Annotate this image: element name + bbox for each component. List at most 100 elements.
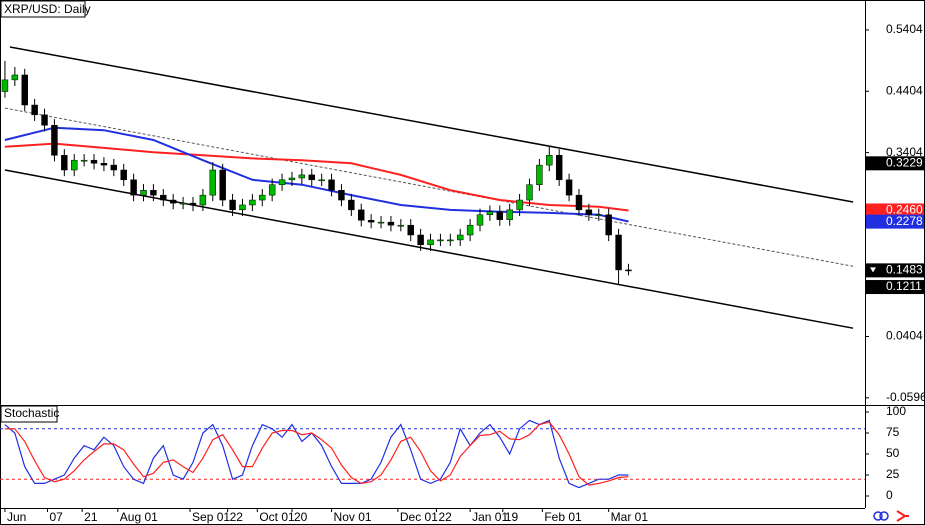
candle-body <box>555 155 563 181</box>
candle-body <box>476 214 484 226</box>
candle-body <box>179 202 187 205</box>
x-tick-label: Aug 01 <box>120 510 158 524</box>
candle-body <box>526 184 533 201</box>
candle-body <box>387 221 395 226</box>
x-tick-label: Feb 01 <box>544 510 582 524</box>
price-marker-label: 0.2460 <box>886 203 923 217</box>
moving-average <box>4 142 629 212</box>
x-tick-label: 21 <box>84 510 98 524</box>
price-marker-label: 0.1211 <box>886 279 922 293</box>
candle-body <box>565 179 573 196</box>
x-tick-label: Nov 01 <box>334 510 372 524</box>
candle-body <box>447 239 454 242</box>
x-tick-label: Sep 01 <box>192 510 230 524</box>
candle-body <box>120 169 127 181</box>
stochastic-line <box>4 419 629 489</box>
candle-body <box>427 239 434 246</box>
price-marker <box>866 203 924 218</box>
x-tick-label: 22 <box>230 510 244 524</box>
price-marker <box>866 156 924 171</box>
x-tick-label: Oct 01 <box>259 510 295 524</box>
candle-body <box>298 174 306 179</box>
channel-line <box>4 169 854 329</box>
candle-body <box>11 74 19 81</box>
candle-body <box>229 199 236 211</box>
candle-body <box>367 220 375 223</box>
toolbar-icons[interactable] <box>873 510 909 522</box>
candle-body <box>456 234 464 241</box>
candle-body <box>259 194 266 201</box>
candle-body <box>31 104 38 116</box>
candle-body <box>328 179 335 191</box>
panel-title: Stochastic <box>4 406 59 420</box>
y-tick-label: 0.3404 <box>886 145 923 159</box>
title-box <box>0 0 86 18</box>
candle-body <box>546 155 553 166</box>
candle-body <box>189 202 197 206</box>
candle-body <box>516 199 523 211</box>
x-tick-label: Jun <box>7 510 26 524</box>
candle-body <box>80 159 88 162</box>
candle-body <box>100 163 108 166</box>
channel-line <box>4 107 854 267</box>
candle-body <box>249 199 256 206</box>
candle-body <box>41 114 48 126</box>
candle-body <box>437 239 444 242</box>
candle-body <box>219 169 226 201</box>
candle-body <box>575 194 583 211</box>
candle-body <box>595 214 602 217</box>
price-marker-arrow <box>870 267 876 273</box>
x-tick-label: Jan 01 <box>472 510 508 524</box>
price-marker-label: 0.3229 <box>886 155 923 169</box>
candle-body <box>110 164 118 171</box>
candle-body <box>377 221 385 224</box>
x-tick-label: 20 <box>294 510 308 524</box>
candle-body <box>358 209 365 221</box>
candle-body <box>407 224 414 236</box>
x-tick-label: Dec 01 <box>400 510 438 524</box>
candle-body <box>61 155 68 171</box>
link-icon[interactable] <box>879 511 889 521</box>
link-icon[interactable] <box>873 511 883 521</box>
candle-body <box>21 74 28 106</box>
candle-body <box>150 189 157 196</box>
candle-body <box>486 211 494 216</box>
candle-body <box>71 159 78 171</box>
candle-body <box>585 209 593 216</box>
candle-body <box>209 169 217 196</box>
y-tick-label: 0.5404 <box>886 22 923 36</box>
moving-average <box>4 126 629 223</box>
candle-body <box>338 189 345 201</box>
candle-body <box>239 204 246 211</box>
candle-body <box>160 194 167 201</box>
y-tick-label: 0.0404 <box>886 329 923 343</box>
candle-body <box>308 174 315 181</box>
candle-body <box>318 179 325 182</box>
y-tick-label: 25 <box>886 467 900 481</box>
x-tick-label: 22 <box>438 510 452 524</box>
candle-body <box>506 209 513 220</box>
candle-body <box>348 199 355 211</box>
candle-body <box>51 125 58 156</box>
price-marker-label: 0.2278 <box>886 214 923 228</box>
chart-title: XRP/USD: Daily <box>4 2 91 16</box>
y-tick-label: -0.0596 <box>886 390 925 404</box>
price-marker-label: 0.1483 <box>886 263 923 277</box>
candle-body <box>278 179 286 185</box>
y-tick-label: 0.4404 <box>886 83 923 97</box>
forward-icon[interactable] <box>896 510 909 522</box>
x-tick-label: 19 <box>505 510 519 524</box>
candle-body <box>615 234 622 271</box>
candle-body <box>288 177 296 181</box>
price-marker <box>866 214 924 229</box>
y-tick-label: 75 <box>886 425 900 439</box>
candle-body <box>1 79 9 92</box>
y-tick-label: 50 <box>886 446 900 460</box>
candle-body <box>496 211 504 220</box>
candle-body <box>605 214 612 236</box>
channel-line <box>9 46 854 203</box>
candle-body <box>417 234 424 246</box>
candle-body <box>268 184 276 196</box>
subtitle-box <box>0 405 58 423</box>
